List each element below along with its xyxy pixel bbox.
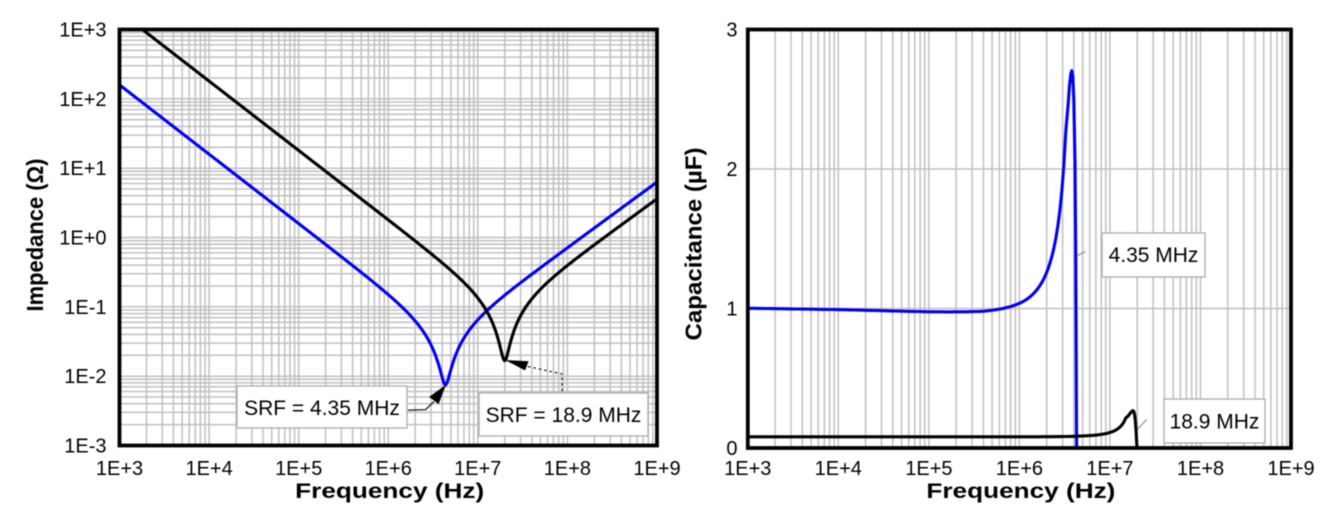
svg-text:0: 0 xyxy=(726,438,737,460)
svg-text:1E+2: 1E+2 xyxy=(59,89,106,111)
svg-text:18.9 MHz: 18.9 MHz xyxy=(1170,411,1260,434)
svg-text:1E+6: 1E+6 xyxy=(996,458,1043,480)
svg-text:1E+5: 1E+5 xyxy=(905,458,952,480)
svg-text:1E+7: 1E+7 xyxy=(454,458,501,480)
svg-text:1E+3: 1E+3 xyxy=(724,458,771,480)
svg-text:1E+9: 1E+9 xyxy=(633,458,680,480)
svg-text:1E+8: 1E+8 xyxy=(544,458,591,480)
svg-text:1E+4: 1E+4 xyxy=(185,458,232,480)
svg-text:1E+9: 1E+9 xyxy=(1267,458,1314,480)
svg-text:1E+3: 1E+3 xyxy=(59,20,106,42)
svg-text:3: 3 xyxy=(726,20,737,42)
svg-text:1E+8: 1E+8 xyxy=(1177,458,1224,480)
svg-text:Frequency (Hz): Frequency (Hz) xyxy=(295,480,484,503)
svg-text:SRF = 18.9 MHz: SRF = 18.9 MHz xyxy=(486,404,642,427)
svg-text:1E+4: 1E+4 xyxy=(815,458,862,480)
svg-text:2: 2 xyxy=(726,159,737,181)
svg-text:1E+1: 1E+1 xyxy=(59,158,106,180)
svg-text:1E+0: 1E+0 xyxy=(59,228,106,250)
svg-text:1E+5: 1E+5 xyxy=(275,458,322,480)
svg-text:SRF = 4.35 MHz: SRF = 4.35 MHz xyxy=(244,397,400,420)
svg-text:1E+7: 1E+7 xyxy=(1086,458,1133,480)
svg-text:4.35 MHz: 4.35 MHz xyxy=(1109,244,1199,267)
svg-text:1E-1: 1E-1 xyxy=(64,297,106,319)
svg-text:1E-2: 1E-2 xyxy=(64,366,106,388)
svg-text:Impedance (Ω): Impedance (Ω) xyxy=(22,159,48,312)
svg-text:Frequency (Hz): Frequency (Hz) xyxy=(926,480,1115,503)
svg-text:1: 1 xyxy=(726,299,737,321)
svg-text:1E+6: 1E+6 xyxy=(365,458,412,480)
svg-text:1E+3: 1E+3 xyxy=(96,458,143,480)
svg-text:Capacitance (µF): Capacitance (µF) xyxy=(681,148,707,341)
svg-text:1E-3: 1E-3 xyxy=(64,436,106,458)
